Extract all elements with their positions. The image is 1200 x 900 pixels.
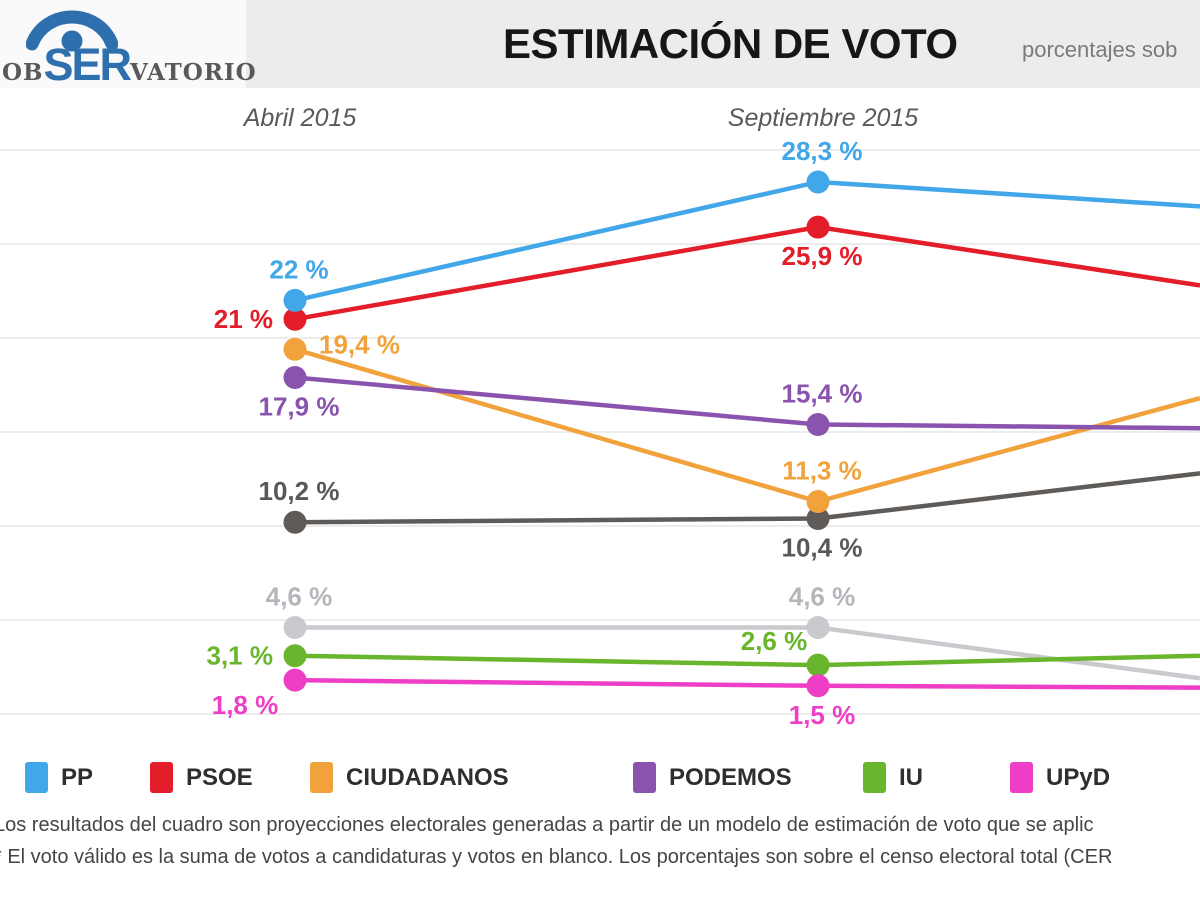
eye-icon bbox=[26, 10, 118, 52]
series-line-IU bbox=[294, 653, 1200, 668]
legend-label: IU bbox=[899, 763, 923, 791]
data-point-label: 11,3 % bbox=[782, 456, 862, 486]
chart-canvas: Abril 2015 Septiembre 2015 4,6 % 4,6 % 10,2 … bbox=[0, 104, 1200, 730]
data-point-PSOE bbox=[283, 307, 307, 331]
logo-wordmark: OB SER VATORIO bbox=[2, 42, 257, 87]
data-point-PSOE bbox=[806, 215, 830, 239]
data-point-unlabeled-5 bbox=[283, 616, 307, 640]
data-point-label: 1,5 % bbox=[789, 700, 856, 730]
logo-prefix: OB bbox=[2, 59, 44, 86]
data-point-unlabeled-4 bbox=[283, 510, 307, 534]
page-title: ESTIMACIÓN DE VOTO bbox=[503, 20, 958, 67]
legend-item-UPyD: UPyD bbox=[1010, 762, 1110, 793]
data-point-PP bbox=[283, 288, 307, 312]
data-point-CIUDADANOS bbox=[806, 490, 830, 514]
legend-item-PODEMOS: PODEMOS bbox=[633, 762, 792, 793]
logo-suffix: VATORIO bbox=[130, 59, 257, 86]
legend-item-CIUDADANOS: CIUDADANOS bbox=[310, 762, 509, 793]
data-point-label: 22 % bbox=[269, 254, 328, 284]
data-point-label: 10,2 % bbox=[259, 476, 340, 506]
legend: PP PSOE CIUDADANOS PODEMOS IU UPyD bbox=[0, 748, 1200, 808]
footnote-1: Los resultados del cuadro son proyeccion… bbox=[0, 814, 1094, 836]
legend-swatch-CIUDADANOS bbox=[310, 762, 333, 793]
data-point-UPyD bbox=[806, 674, 830, 698]
data-point-unlabeled-4 bbox=[806, 506, 830, 530]
data-point-CIUDADANOS bbox=[283, 337, 307, 361]
legend-swatch-IU bbox=[863, 762, 886, 793]
legend-swatch-UPyD bbox=[1010, 762, 1033, 793]
line-chart: Abril 2015 Septiembre 2015 4,6 % 4,6 % 10,2 … bbox=[0, 88, 1200, 748]
legend-item-IU: IU bbox=[863, 762, 923, 793]
data-point-PODEMOS bbox=[806, 412, 830, 436]
data-point-IU bbox=[283, 644, 307, 668]
legend-swatch-PP bbox=[25, 762, 48, 793]
data-point-label: 19,4 % bbox=[319, 329, 400, 359]
logo-ser: SER bbox=[43, 39, 132, 90]
data-point-label: 17,9 % bbox=[259, 391, 340, 421]
legend-label: UPyD bbox=[1046, 763, 1111, 791]
legend-label: CIUDADANOS bbox=[346, 763, 509, 791]
series-line-UPyD bbox=[294, 677, 1200, 690]
data-point-unlabeled-5 bbox=[806, 616, 830, 640]
data-point-UPyD bbox=[283, 668, 307, 692]
x-axis-label: Abril 2015 bbox=[242, 104, 357, 132]
data-point-label: 15,4 % bbox=[782, 378, 863, 408]
subtitle: porcentajes sob bbox=[1022, 37, 1178, 62]
data-point-label: 25,9 % bbox=[782, 241, 863, 271]
data-point-label: 3,1 % bbox=[207, 641, 274, 671]
observatorio-logo: OB SER VATORIO bbox=[0, 0, 256, 88]
legend-swatch-PSOE bbox=[150, 762, 173, 793]
legend-label: PSOE bbox=[186, 763, 253, 791]
data-point-label: 4,6 % bbox=[789, 582, 856, 612]
data-point-label: 2,6 % bbox=[741, 626, 808, 656]
x-axis-label: Septiembre 2015 bbox=[728, 104, 919, 132]
series-line-PODEMOS bbox=[294, 375, 1200, 431]
data-point-label: 21 % bbox=[214, 304, 273, 334]
footnotes: Los resultados del cuadro son proyeccion… bbox=[0, 812, 1200, 876]
legend-item-PP: PP bbox=[25, 762, 93, 793]
data-point-IU bbox=[806, 653, 830, 677]
data-point-label: 4,6 % bbox=[266, 582, 333, 612]
footnote-2: * El voto válido es la suma de votos a c… bbox=[0, 846, 1113, 868]
series-line-PSOE bbox=[294, 224, 1200, 322]
data-point-label: 10,4 % bbox=[782, 532, 863, 562]
legend-swatch-PODEMOS bbox=[633, 762, 656, 793]
legend-label: PP bbox=[61, 763, 94, 791]
legend-item-PSOE: PSOE bbox=[150, 762, 253, 793]
data-point-label: 28,3 % bbox=[782, 136, 863, 166]
data-point-PODEMOS bbox=[283, 365, 307, 389]
data-point-PP bbox=[806, 170, 830, 194]
data-point-label: 1,8 % bbox=[212, 690, 279, 720]
header: OB SER VATORIO ESTIMACIÓN DE VOTO porcenta… bbox=[0, 0, 1200, 88]
legend-label: PODEMOS bbox=[669, 763, 792, 791]
